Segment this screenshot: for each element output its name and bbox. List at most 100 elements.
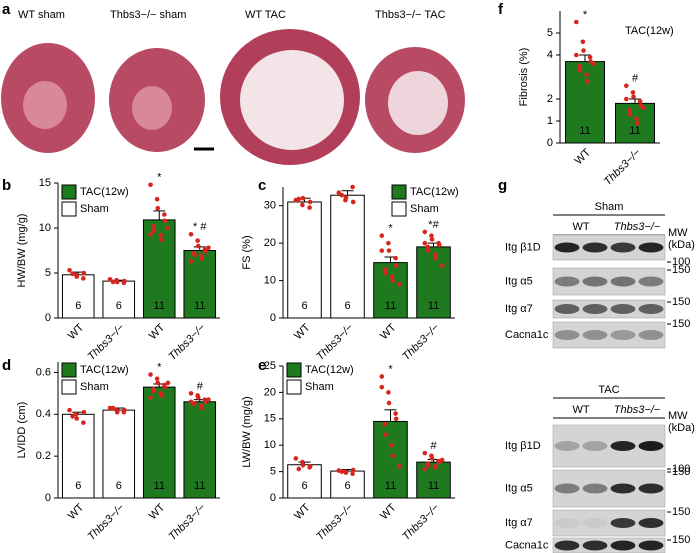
n-label: 6 bbox=[116, 480, 122, 492]
y-tick-label: 0.2 bbox=[36, 450, 51, 462]
data-point bbox=[382, 267, 388, 272]
n-label: 11 bbox=[579, 125, 590, 137]
data-point bbox=[300, 195, 306, 201]
data-point bbox=[641, 105, 646, 111]
blot-band bbox=[582, 276, 608, 287]
panel-label: b bbox=[2, 177, 11, 194]
data-point bbox=[393, 255, 398, 261]
data-point bbox=[389, 274, 395, 280]
legend-swatch bbox=[61, 362, 77, 378]
x-tick-label: Thbs3−/− bbox=[167, 501, 209, 543]
x-tick-label: WT bbox=[378, 501, 399, 522]
x-tick-label: Thbs3−/− bbox=[167, 321, 209, 363]
panel-label: f bbox=[498, 1, 504, 18]
legend-swatch bbox=[61, 379, 77, 395]
genotype-label: WT bbox=[572, 221, 589, 233]
data-point bbox=[155, 205, 161, 211]
data-point bbox=[436, 242, 442, 248]
legend-label: TAC(12w) bbox=[305, 364, 354, 376]
data-point bbox=[188, 232, 194, 237]
data-point bbox=[188, 391, 194, 396]
mw-label: 150 bbox=[672, 296, 690, 308]
data-point bbox=[389, 442, 395, 448]
blot-band bbox=[554, 483, 580, 494]
bar bbox=[287, 201, 322, 319]
legend-swatch bbox=[286, 362, 302, 378]
data-point bbox=[73, 412, 79, 417]
data-point bbox=[379, 374, 385, 379]
bar bbox=[330, 470, 365, 499]
y-tick-label: 20 bbox=[264, 237, 276, 249]
data-point bbox=[188, 259, 194, 264]
y-tick-label: 0 bbox=[45, 312, 51, 324]
data-point bbox=[426, 462, 431, 468]
data-point bbox=[307, 199, 313, 205]
row-label: Itg β1D bbox=[505, 440, 541, 452]
data-point bbox=[192, 401, 197, 407]
data-point bbox=[199, 405, 205, 411]
data-point bbox=[188, 399, 194, 405]
blot-band bbox=[554, 276, 580, 287]
blot-band bbox=[638, 330, 664, 340]
mw-title: (kDa) bbox=[668, 239, 695, 251]
data-point bbox=[393, 416, 399, 422]
image-label: WT sham bbox=[18, 9, 65, 21]
x-tick-label: WT bbox=[147, 501, 168, 522]
annotation: * bbox=[157, 172, 162, 184]
data-point bbox=[624, 83, 629, 89]
data-point bbox=[300, 202, 305, 208]
data-point bbox=[350, 467, 356, 473]
y-tick-label: 0 bbox=[547, 137, 553, 149]
blot-band bbox=[582, 483, 608, 494]
data-point bbox=[386, 390, 391, 395]
data-point bbox=[386, 400, 392, 406]
heart-image bbox=[23, 81, 67, 129]
n-label: 6 bbox=[75, 300, 81, 312]
annotation: # bbox=[430, 440, 437, 452]
data-point bbox=[154, 196, 160, 202]
x-tick-label: Thbs3−/− bbox=[314, 321, 356, 363]
y-axis-label: LW/BW (mg/g) bbox=[241, 396, 253, 467]
annotation: # bbox=[197, 380, 204, 392]
blot-strip bbox=[552, 267, 666, 296]
x-tick-label: WT bbox=[292, 321, 313, 342]
row-label: Itg α7 bbox=[505, 517, 533, 529]
legend-swatch bbox=[286, 379, 302, 395]
blot-band bbox=[638, 441, 664, 451]
data-point bbox=[634, 120, 640, 126]
row-label: Itg α5 bbox=[505, 482, 533, 494]
image-label: Thbs3−/− sham bbox=[110, 9, 186, 21]
blot-band bbox=[610, 330, 636, 340]
blot-band bbox=[582, 242, 608, 253]
data-point bbox=[432, 252, 438, 257]
data-point bbox=[162, 218, 168, 224]
bar bbox=[102, 280, 136, 319]
x-tick-label: WT bbox=[292, 501, 313, 522]
data-point bbox=[159, 393, 164, 398]
panel-label: e bbox=[258, 357, 266, 374]
data-point bbox=[148, 232, 153, 237]
mw-label: 150 bbox=[672, 264, 690, 276]
y-tick-label: 15 bbox=[39, 177, 51, 189]
row-label: Itg α5 bbox=[505, 275, 533, 287]
annotation: * bbox=[388, 363, 393, 375]
legend-label: Sham bbox=[305, 381, 334, 393]
mw-label: 150 bbox=[672, 506, 690, 518]
data-point bbox=[393, 263, 399, 268]
data-point bbox=[425, 244, 431, 250]
data-point bbox=[577, 63, 582, 69]
mw-title: (kDa) bbox=[668, 422, 695, 434]
data-point bbox=[422, 466, 428, 472]
panel-label: a bbox=[2, 1, 11, 18]
data-point bbox=[151, 228, 157, 233]
data-point bbox=[307, 464, 313, 469]
blot-band bbox=[610, 242, 636, 253]
annotation: *# bbox=[428, 219, 439, 231]
data-point bbox=[383, 432, 388, 437]
data-point bbox=[439, 263, 445, 268]
data-point bbox=[624, 96, 629, 102]
blot-band bbox=[610, 441, 636, 451]
blot-strip bbox=[552, 321, 666, 349]
data-point bbox=[148, 182, 153, 188]
